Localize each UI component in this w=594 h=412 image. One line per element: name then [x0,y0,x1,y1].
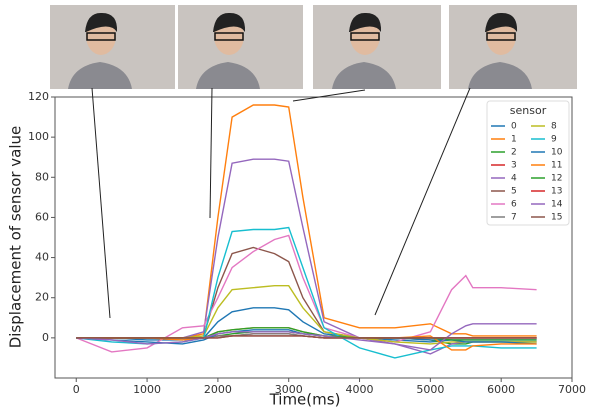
photo [50,5,175,89]
series-line [76,329,537,345]
y-tick-label: 80 [35,170,49,183]
legend-label: 9 [551,135,557,145]
legend-label: 8 [551,122,557,132]
photo [313,5,441,89]
y-tick-label: 0 [42,331,49,344]
photo [178,5,303,89]
legend-label: 11 [551,161,562,171]
legend-label: 6 [511,200,517,210]
x-tick-label: 1000 [133,383,161,396]
x-tick-label: 2000 [204,383,232,396]
x-tick-label: 3000 [275,383,303,396]
y-axis-label: Displacement of sensor value [7,126,25,349]
legend-label: 2 [511,148,517,158]
series-line [76,285,537,345]
photo [449,5,577,89]
x-tick-label: 6000 [487,383,515,396]
y-tick-label: 100 [28,130,49,143]
legend-label: 4 [511,174,517,184]
plot-frame [54,96,573,379]
legend-label: 0 [511,122,517,132]
connectors [91,87,471,319]
x-tick-label: 4000 [346,383,374,396]
legend-label: 12 [551,174,562,184]
legend-box [486,100,570,226]
series-line [76,323,537,351]
plot [75,104,537,359]
photos [50,5,577,89]
legend-label: 10 [551,148,563,158]
series-line [76,335,537,339]
x-tick-label: 5000 [416,383,444,396]
x-tick-label: 0 [73,383,80,396]
y-tick-label: 20 [35,291,49,304]
legend-title: sensor [510,104,547,117]
legend-label: 5 [511,187,517,197]
legend-label: 1 [511,135,517,145]
x-tick-label: 7000 [558,383,586,396]
legend-label: 3 [511,161,517,171]
legend-label: 15 [551,213,562,223]
legend-label: 13 [551,187,562,197]
x-axis-label: Time(ms) [269,391,341,409]
legend-label: 14 [551,200,563,210]
y-tick-label: 120 [28,90,49,103]
legend-label: 7 [511,213,517,223]
y-tick-label: 60 [35,210,49,223]
y-tick-label: 40 [35,251,49,264]
series-line [75,234,537,353]
